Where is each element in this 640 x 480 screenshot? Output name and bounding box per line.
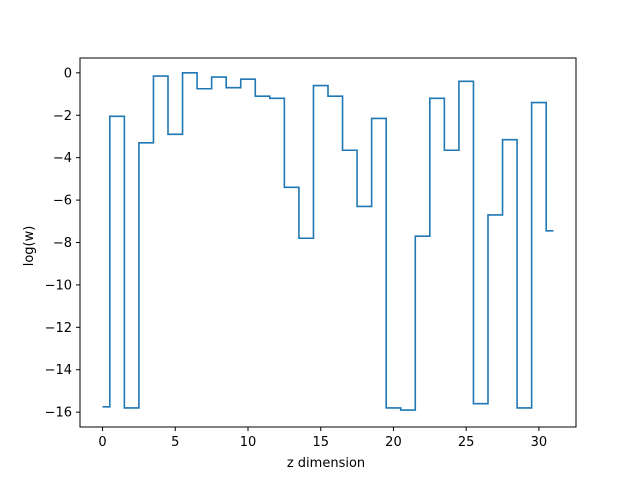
y-tick-label: −16 <box>45 406 72 421</box>
plot-layer <box>102 72 554 411</box>
x-tick-label: 15 <box>312 435 329 450</box>
x-tick-label: 5 <box>171 435 179 450</box>
x-tick-label: 20 <box>385 435 402 450</box>
x-axis-label: z dimension <box>287 456 365 471</box>
x-tick-label: 10 <box>240 435 257 450</box>
y-tick-label: −8 <box>53 236 72 251</box>
y-tick-label: −4 <box>53 151 72 166</box>
y-tick-label: −10 <box>45 278 72 293</box>
y-tick-label: 0 <box>64 66 72 81</box>
y-tick-label: −14 <box>45 363 72 378</box>
y-tick-label: −12 <box>45 321 72 336</box>
axes-layer: 0 5 10 15 20 25 30 0 −2 −4 −6 −8 −10 −12 −14 −16 <box>45 57 577 450</box>
y-tick-label: −2 <box>53 109 72 124</box>
series-step-line <box>102 72 554 411</box>
y-axis-label: log(w) <box>22 226 37 267</box>
x-tick-label: 0 <box>98 435 106 450</box>
y-tick-label: −6 <box>53 194 72 209</box>
x-tick-label: 25 <box>458 435 475 450</box>
x-tick-label: 30 <box>531 435 548 450</box>
